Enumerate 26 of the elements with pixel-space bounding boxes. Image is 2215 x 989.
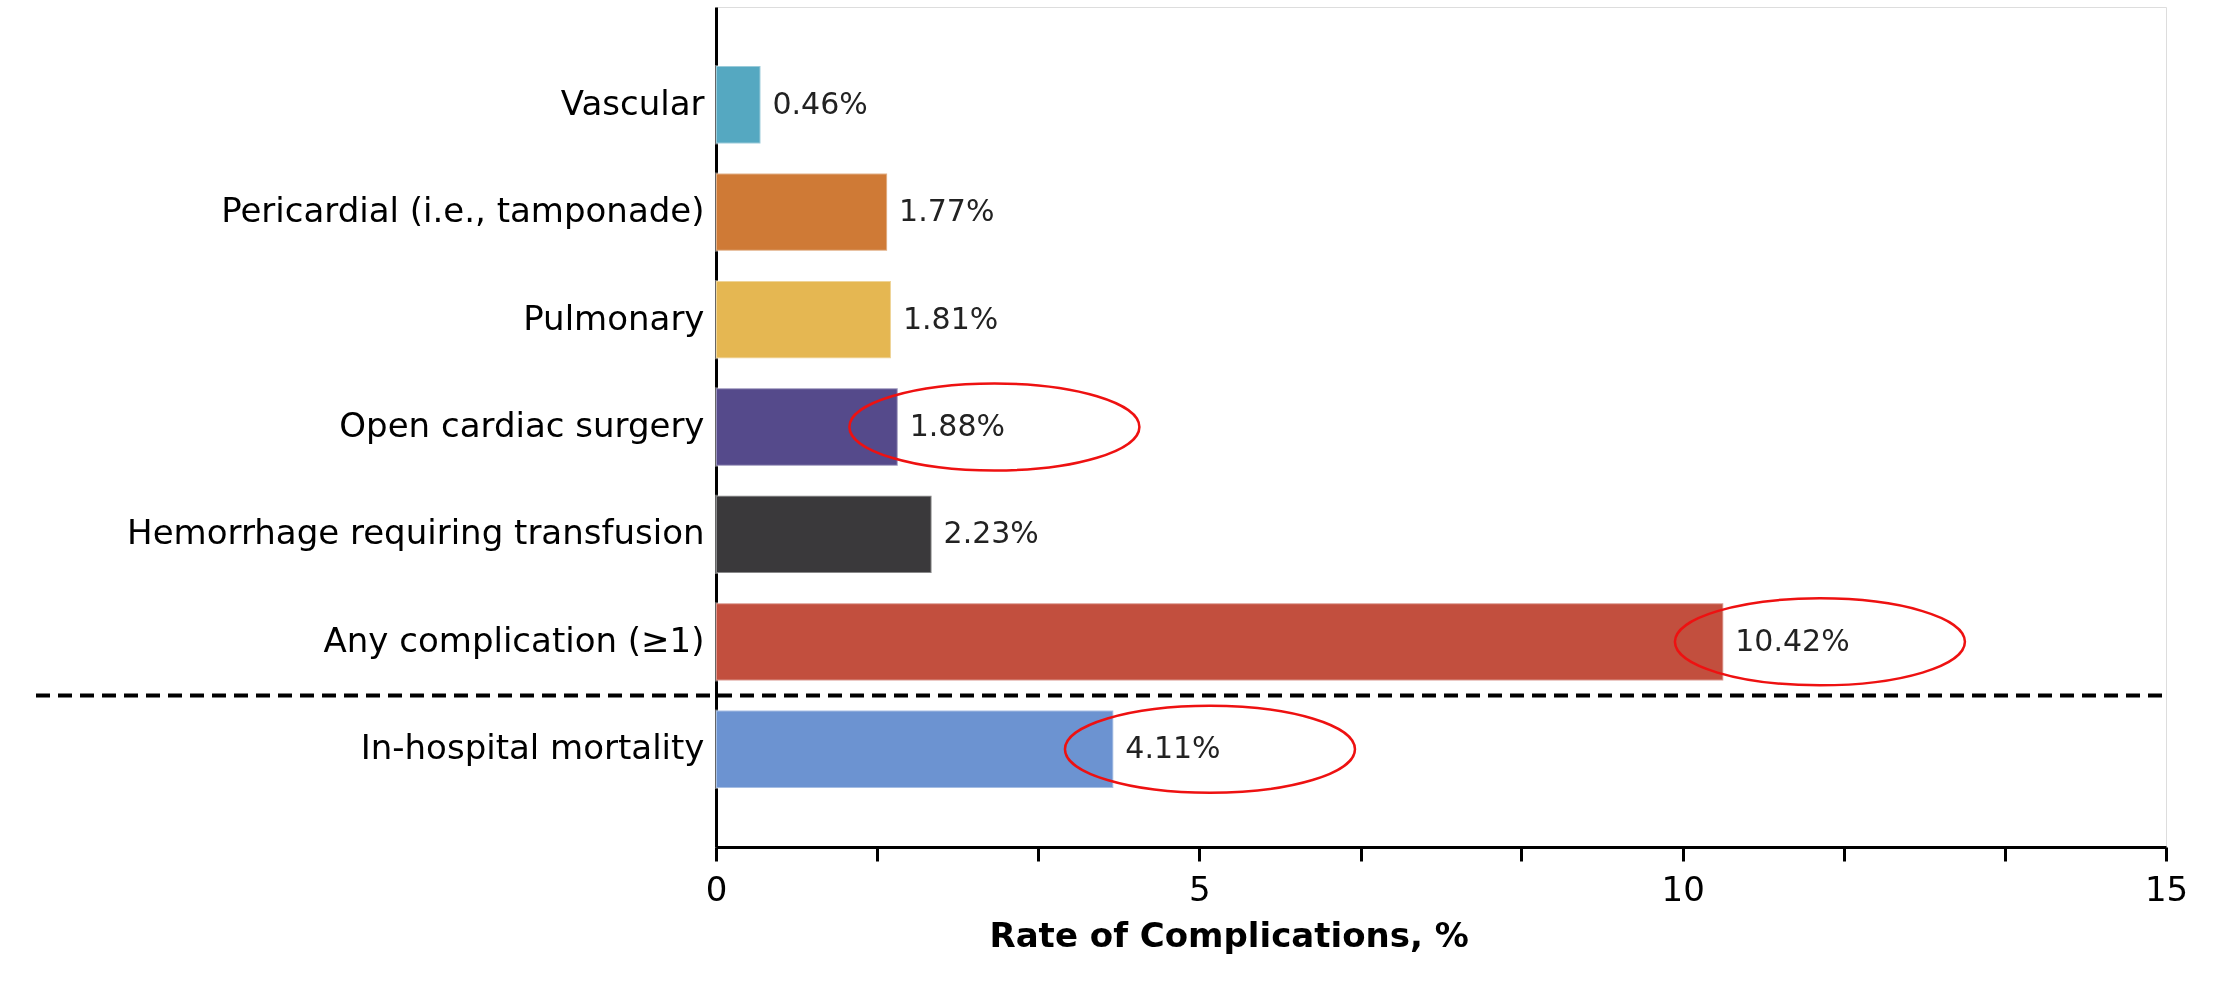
y-tick-label: Any complication (≥1) <box>323 619 705 660</box>
x-tick-label: 5 <box>1189 868 1211 909</box>
data-label: 1.81% <box>902 300 999 336</box>
data-label: 0.46% <box>772 85 868 121</box>
bar <box>715 172 889 252</box>
x-tick-label: 15 <box>2144 868 2189 909</box>
bar <box>715 65 762 145</box>
data-label: 10.42% <box>1735 622 1850 658</box>
bar <box>715 279 892 360</box>
x-tick-label: 0 <box>705 868 728 909</box>
data-label: 1.77% <box>899 193 995 229</box>
bar <box>715 709 1115 789</box>
x-axis-title: Rate of Complications, % <box>989 914 1469 955</box>
y-tick-label: Hemorrhage requiring transfusion <box>127 512 705 553</box>
bar <box>715 387 899 467</box>
y-tick-label: Open cardiac surgery <box>339 405 705 445</box>
y-tick-label: In-hospital mortality <box>360 727 705 768</box>
bar <box>715 602 1725 682</box>
data-label: 2.23% <box>943 515 1039 551</box>
x-tick-label: 10 <box>1661 868 1705 909</box>
data-label: 1.88% <box>909 408 1006 443</box>
y-tick-label: Vascular <box>560 82 705 123</box>
bar <box>715 494 933 575</box>
y-tick-label: Pulmonary <box>523 297 705 338</box>
y-tick-label: Pericardial (i.e., tamponade) <box>221 190 705 231</box>
data-label: 4.11% <box>1125 730 1221 766</box>
